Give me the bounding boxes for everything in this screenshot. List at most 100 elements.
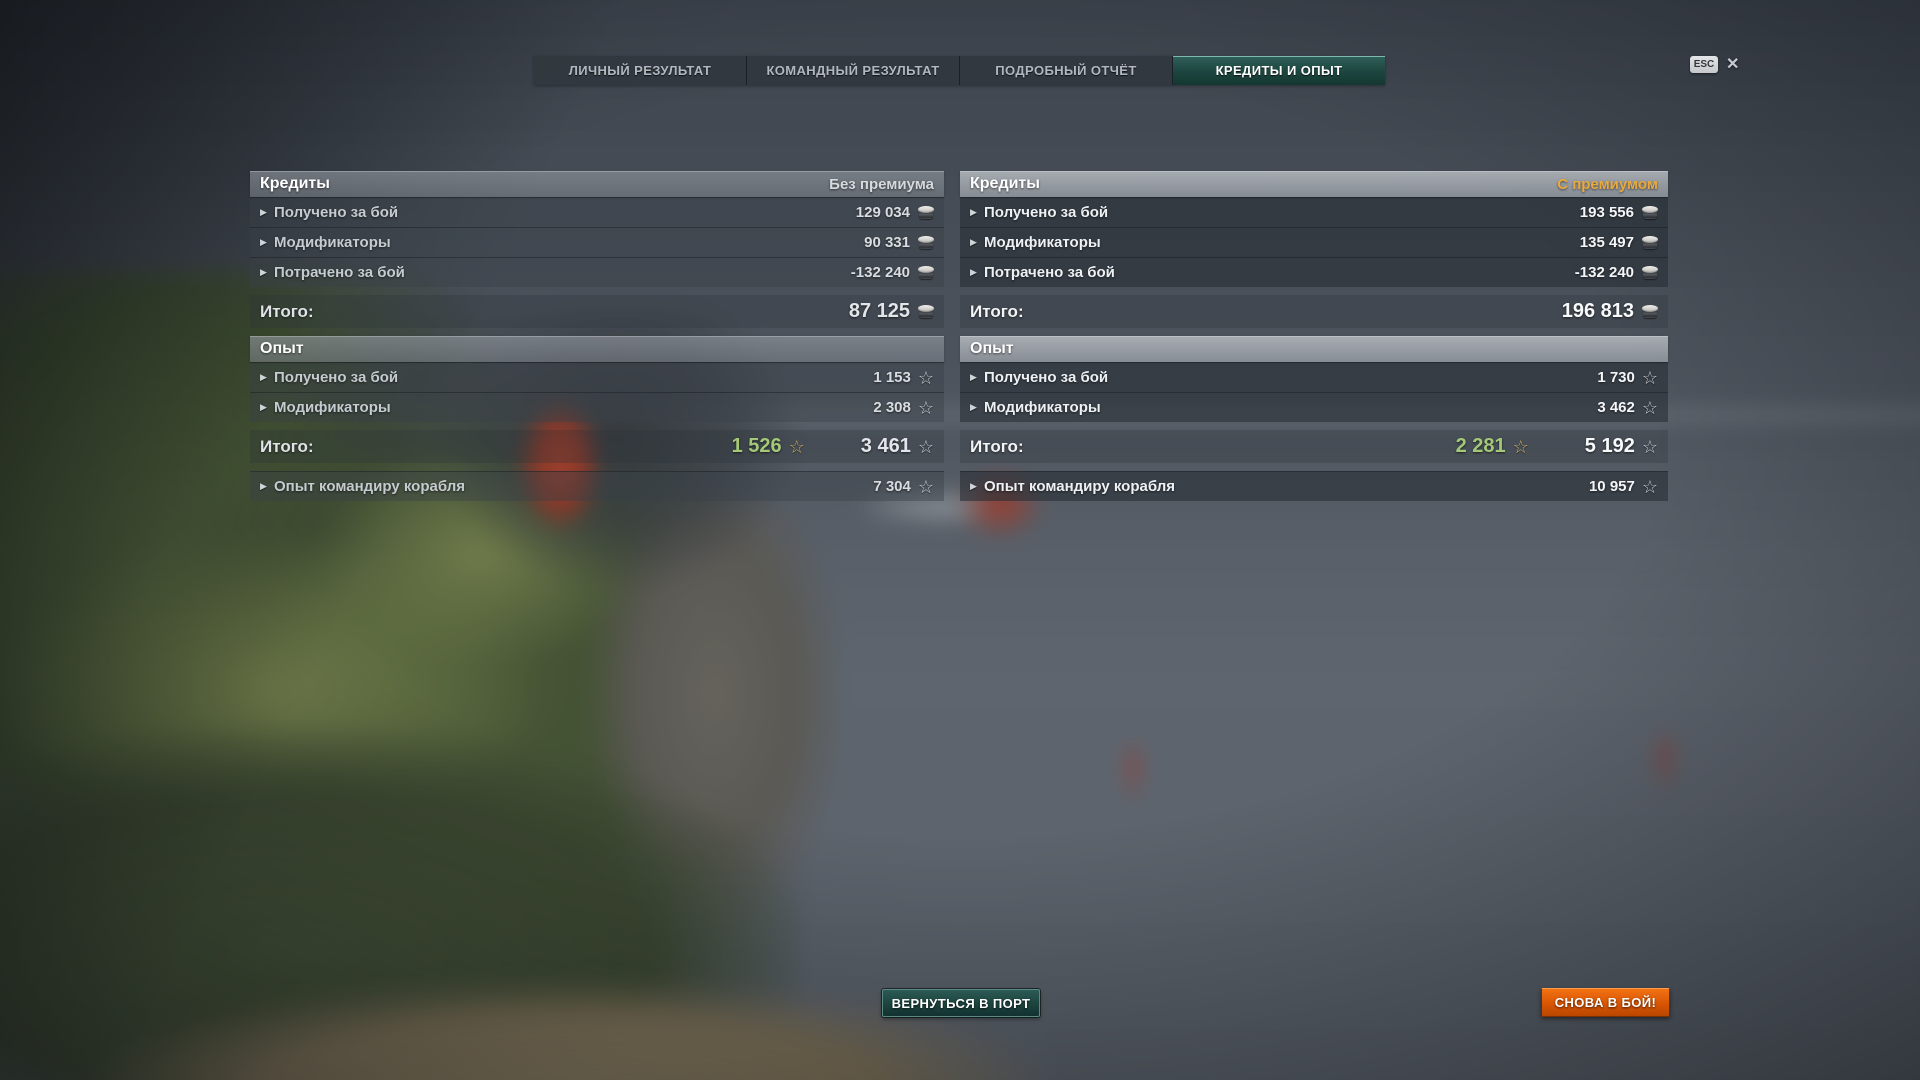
- xp-star-icon: ☆: [917, 436, 934, 457]
- credits-section-header: Кредиты С премиумом: [960, 171, 1668, 197]
- commander-xp-row[interactable]: ▶ Опыт командиру корабля 7 304 ☆: [250, 471, 944, 501]
- credits-section-header: Кредиты Без премиума: [250, 171, 944, 197]
- xp-star-icon: ☆: [917, 476, 934, 497]
- row-value: -132 240: [1574, 264, 1634, 281]
- credits-row-spent[interactable]: ▶ Потрачено за бой -132 240: [250, 257, 944, 287]
- premium-mode-label: С премиумом: [1557, 175, 1658, 193]
- row-label: Потрачено за бой: [274, 264, 405, 281]
- gold-star-icon: ☆: [1512, 436, 1529, 457]
- row-label: Получено за бой: [274, 369, 399, 386]
- total-xp-group: 3 461 ☆: [861, 435, 934, 458]
- credits-coin-icon: [918, 206, 934, 219]
- credits-coin-icon: [1642, 266, 1658, 279]
- credits-title: Кредиты: [260, 175, 330, 192]
- experience-section-header: Опыт: [960, 336, 1668, 362]
- row-value: 1 153: [873, 369, 911, 386]
- tab-detailed-report[interactable]: ПОДРОБНЫЙ ОТЧЁТ: [960, 56, 1173, 85]
- expand-arrow-icon: ▶: [260, 372, 267, 382]
- esc-key-badge: ESC: [1690, 56, 1718, 73]
- row-value: 1 730: [1597, 369, 1635, 386]
- row-label: Опыт командиру корабля: [274, 478, 465, 495]
- row-value: 129 034: [855, 204, 910, 221]
- row-label: Модификаторы: [984, 399, 1101, 416]
- credits-row-modifiers[interactable]: ▶ Модификаторы 90 331: [250, 227, 944, 257]
- credits-row-earned[interactable]: ▶ Получено за бой 193 556: [960, 197, 1668, 227]
- credits-row-modifiers[interactable]: ▶ Модификаторы 135 497: [960, 227, 1668, 257]
- xp-row-modifiers[interactable]: ▶ Модификаторы 2 308 ☆: [250, 392, 944, 422]
- expand-arrow-icon: ▶: [970, 207, 977, 217]
- xp-total-row: Итого: 1 526 ☆ 3 461 ☆: [250, 430, 944, 463]
- xp-star-icon: ☆: [1641, 397, 1658, 418]
- expand-arrow-icon: ▶: [970, 267, 977, 277]
- experience-section-header: Опыт: [250, 336, 944, 362]
- premium-mode-label: Без премиума: [829, 175, 934, 193]
- row-value: 135 497: [1579, 234, 1634, 251]
- total-xp-value: 5 192: [1584, 435, 1635, 457]
- panel-with-premium: Кредиты С премиумом ▶ Получено за бой 19…: [960, 171, 1668, 501]
- credits-total-value: 87 125: [848, 300, 910, 322]
- row-label: Опыт командиру корабля: [984, 478, 1175, 495]
- expand-arrow-icon: ▶: [970, 402, 977, 412]
- credits-title: Кредиты: [970, 175, 1040, 192]
- return-to-port-button[interactable]: ВЕРНУТЬСЯ В ПОРТ: [882, 989, 1040, 1017]
- base-xp-value: 2 281: [1455, 435, 1506, 457]
- gold-star-icon: ☆: [788, 436, 805, 457]
- close-icon[interactable]: ✕: [1726, 55, 1740, 73]
- expand-arrow-icon: ▶: [260, 267, 267, 277]
- row-value: 193 556: [1579, 204, 1634, 221]
- row-value: 7 304: [873, 478, 911, 495]
- credits-total-row: Итого: 196 813: [960, 295, 1668, 328]
- expand-arrow-icon: ▶: [260, 237, 267, 247]
- expand-arrow-icon: ▶: [970, 372, 977, 382]
- total-label: Итого:: [260, 301, 314, 321]
- base-xp-value: 1 526: [731, 435, 782, 457]
- tab-personal-result[interactable]: ЛИЧНЫЙ РЕЗУЛЬТАТ: [534, 56, 747, 85]
- credits-coin-icon: [1642, 206, 1658, 219]
- xp-row-earned[interactable]: ▶ Получено за бой 1 153 ☆: [250, 362, 944, 392]
- results-tab-bar: ЛИЧНЫЙ РЕЗУЛЬТАТ КОМАНДНЫЙ РЕЗУЛЬТАТ ПОД…: [534, 56, 1385, 85]
- experience-title: Опыт: [260, 340, 304, 357]
- row-label: Модификаторы: [274, 234, 391, 251]
- row-value: 10 957: [1588, 478, 1635, 495]
- row-value: 2 308: [873, 399, 911, 416]
- expand-arrow-icon: ▶: [970, 237, 977, 247]
- experience-title: Опыт: [970, 340, 1014, 357]
- row-label: Получено за бой: [984, 369, 1109, 386]
- credits-coin-icon: [1642, 305, 1658, 318]
- row-label: Модификаторы: [984, 234, 1101, 251]
- total-label: Итого:: [260, 436, 314, 456]
- row-value: -132 240: [850, 264, 910, 281]
- credits-coin-icon: [918, 236, 934, 249]
- xp-star-icon: ☆: [1641, 476, 1658, 497]
- xp-total-row: Итого: 2 281 ☆ 5 192 ☆: [960, 430, 1668, 463]
- xp-star-icon: ☆: [1641, 367, 1658, 388]
- row-value: 90 331: [864, 234, 910, 251]
- row-value: 3 462: [1597, 399, 1635, 416]
- base-xp-group: 2 281 ☆: [1456, 435, 1529, 458]
- credits-row-spent[interactable]: ▶ Потрачено за бой -132 240: [960, 257, 1668, 287]
- xp-star-icon: ☆: [1641, 436, 1658, 457]
- credits-total-value: 196 813: [1561, 300, 1634, 322]
- row-label: Получено за бой: [984, 204, 1109, 221]
- credits-coin-icon: [918, 266, 934, 279]
- credits-row-earned[interactable]: ▶ Получено за бой 129 034: [250, 197, 944, 227]
- xp-star-icon: ☆: [917, 367, 934, 388]
- xp-row-earned[interactable]: ▶ Получено за бой 1 730 ☆: [960, 362, 1668, 392]
- tab-credits-and-xp[interactable]: КРЕДИТЫ И ОПЫТ: [1173, 56, 1385, 85]
- expand-arrow-icon: ▶: [970, 481, 977, 491]
- commander-xp-row[interactable]: ▶ Опыт командиру корабля 10 957 ☆: [960, 471, 1668, 501]
- total-xp-value: 3 461: [860, 435, 911, 457]
- battle-again-button[interactable]: СНОВА В БОЙ!: [1541, 988, 1670, 1017]
- row-label: Модификаторы: [274, 399, 391, 416]
- xp-row-modifiers[interactable]: ▶ Модификаторы 3 462 ☆: [960, 392, 1668, 422]
- tab-team-result[interactable]: КОМАНДНЫЙ РЕЗУЛЬТАТ: [747, 56, 960, 85]
- credits-coin-icon: [1642, 236, 1658, 249]
- expand-arrow-icon: ▶: [260, 481, 267, 491]
- credits-total-row: Итого: 87 125: [250, 295, 944, 328]
- base-xp-group: 1 526 ☆: [732, 435, 805, 458]
- credits-coin-icon: [918, 305, 934, 318]
- total-xp-group: 5 192 ☆: [1585, 435, 1658, 458]
- total-label: Итого:: [970, 436, 1024, 456]
- row-label: Потрачено за бой: [984, 264, 1115, 281]
